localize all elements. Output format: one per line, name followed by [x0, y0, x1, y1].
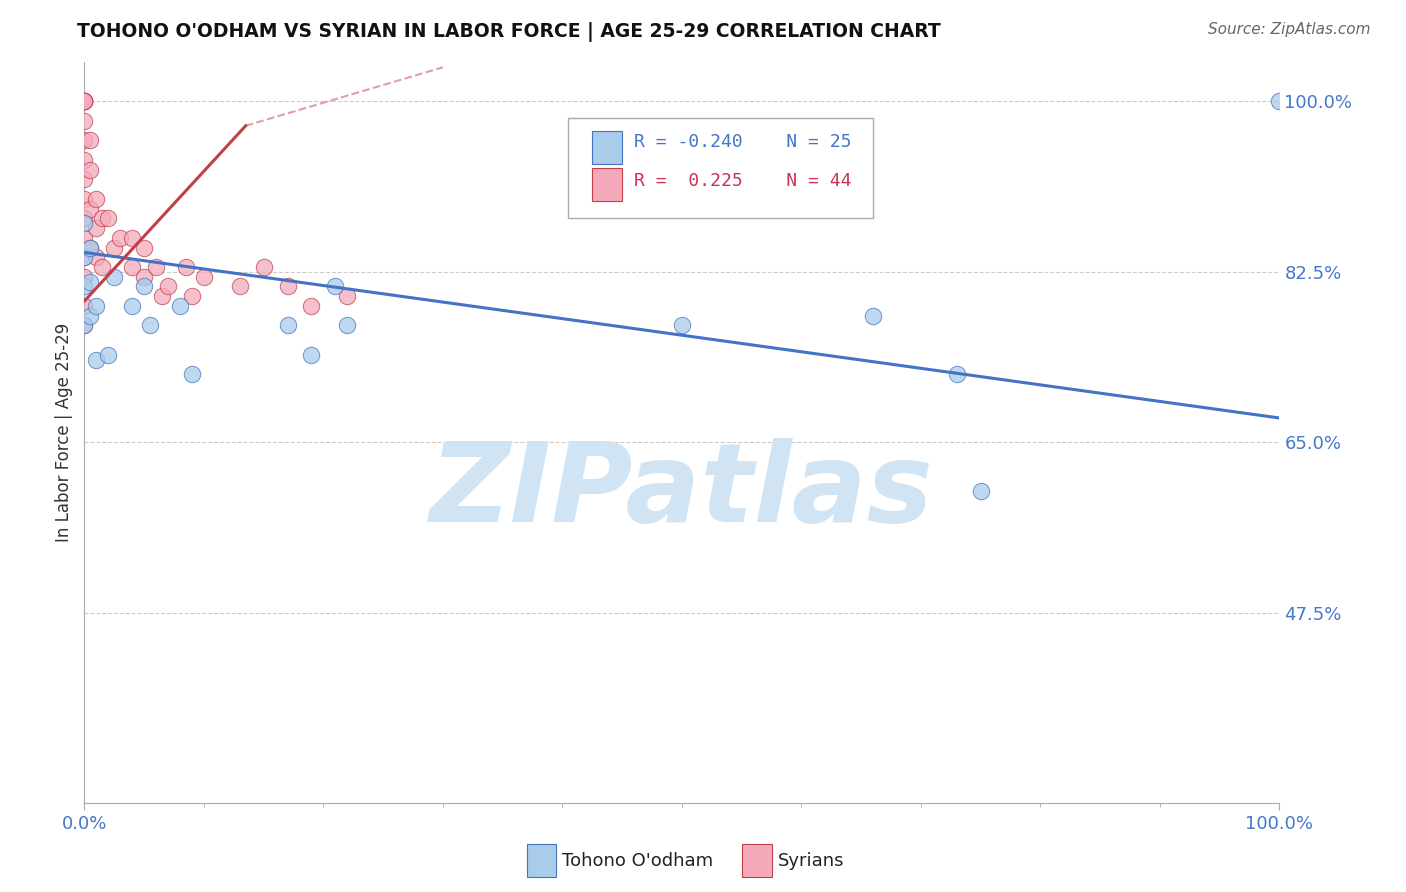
Point — [121, 260, 143, 274]
Point — [229, 279, 252, 293]
Point — [97, 211, 120, 226]
Point — [157, 279, 180, 293]
Point — [970, 484, 993, 499]
Point — [336, 289, 359, 303]
Point — [79, 202, 101, 216]
Point — [86, 192, 108, 206]
Point — [91, 260, 114, 274]
Point — [132, 269, 156, 284]
Point — [86, 352, 108, 367]
Point — [73, 133, 96, 147]
Point — [79, 240, 101, 255]
Bar — [742, 844, 772, 877]
Point — [336, 318, 359, 333]
Text: ZIPatlas: ZIPatlas — [430, 438, 934, 545]
Point — [132, 279, 156, 293]
Point — [73, 95, 96, 109]
Text: R = -0.240    N = 25: R = -0.240 N = 25 — [634, 134, 852, 152]
Point — [73, 269, 96, 284]
Point — [121, 231, 143, 245]
Point — [73, 172, 96, 186]
Bar — [527, 844, 557, 877]
Point — [103, 240, 125, 255]
Point — [862, 309, 884, 323]
Point — [139, 318, 162, 333]
Point — [110, 231, 132, 245]
Point — [73, 95, 96, 109]
Point — [79, 162, 101, 177]
Point — [325, 279, 347, 293]
Point — [73, 114, 96, 128]
Point — [79, 309, 101, 323]
Text: Source: ZipAtlas.com: Source: ZipAtlas.com — [1208, 22, 1371, 37]
Y-axis label: In Labor Force | Age 25-29: In Labor Force | Age 25-29 — [55, 323, 73, 542]
Point — [91, 211, 114, 226]
Point — [145, 260, 167, 274]
Point — [73, 250, 96, 264]
Text: R =  0.225    N = 44: R = 0.225 N = 44 — [634, 172, 852, 190]
Point — [73, 216, 96, 230]
Point — [181, 367, 204, 381]
Point — [946, 367, 969, 381]
Point — [97, 348, 120, 362]
Point — [79, 133, 101, 147]
Point — [1268, 95, 1291, 109]
Point — [181, 289, 204, 303]
Point — [73, 153, 96, 167]
Point — [671, 318, 693, 333]
Point — [301, 348, 323, 362]
Bar — [592, 168, 623, 201]
FancyBboxPatch shape — [568, 118, 873, 218]
Text: Tohono O'odham: Tohono O'odham — [562, 852, 713, 870]
Point — [86, 250, 108, 264]
Point — [253, 260, 276, 274]
Point — [73, 95, 96, 109]
Point — [73, 95, 96, 109]
Point — [79, 275, 101, 289]
Point — [103, 269, 125, 284]
Text: Syrians: Syrians — [778, 852, 844, 870]
Point — [73, 318, 96, 333]
Point — [73, 231, 96, 245]
Point — [73, 299, 96, 313]
Point — [73, 250, 96, 264]
Point — [301, 299, 323, 313]
Point — [86, 299, 108, 313]
Point — [79, 240, 101, 255]
Point — [73, 211, 96, 226]
Point — [277, 318, 299, 333]
Point — [193, 269, 215, 284]
Point — [132, 240, 156, 255]
Point — [73, 192, 96, 206]
Point — [121, 299, 143, 313]
Point — [174, 260, 197, 274]
Point — [169, 299, 191, 313]
Point — [73, 95, 96, 109]
Point — [73, 279, 96, 293]
Bar — [592, 130, 623, 164]
Point — [86, 221, 108, 235]
Point — [73, 95, 96, 109]
Text: TOHONO O'ODHAM VS SYRIAN IN LABOR FORCE | AGE 25-29 CORRELATION CHART: TOHONO O'ODHAM VS SYRIAN IN LABOR FORCE … — [77, 22, 941, 42]
Point — [73, 318, 96, 333]
Point — [277, 279, 299, 293]
Point — [150, 289, 173, 303]
